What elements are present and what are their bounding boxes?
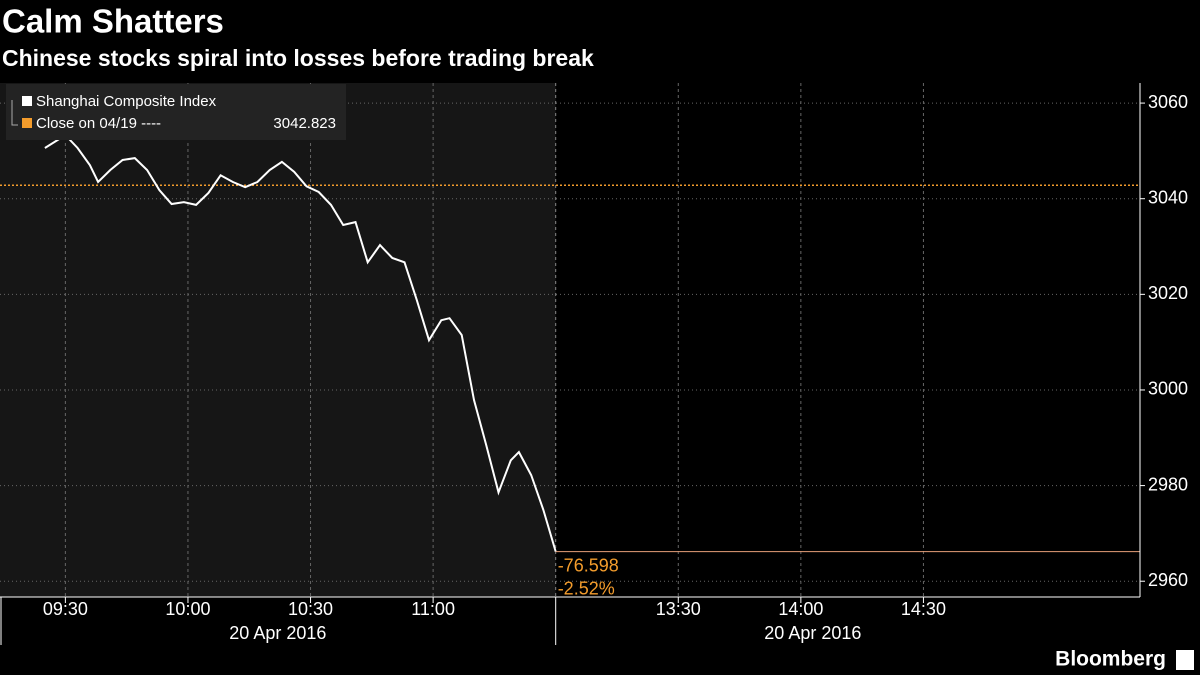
y-tick-label: 2980: [1148, 474, 1188, 494]
legend-connector: [11, 100, 18, 126]
legend-value: 3042.823: [273, 115, 336, 132]
x-tick-label: 13:30: [656, 599, 701, 619]
legend-box: [6, 84, 346, 140]
legend-swatch: [22, 118, 32, 128]
y-tick-label: 3020: [1148, 283, 1188, 303]
session-shade: [0, 83, 556, 597]
x-tick-label: 14:00: [778, 599, 823, 619]
x-tick-label: 11:00: [411, 599, 455, 619]
legend-label: Close on 04/19 ----: [36, 115, 161, 132]
series-line: [44, 133, 557, 552]
annotation: -2.52%: [558, 578, 615, 598]
y-tick-label: 3000: [1148, 379, 1188, 399]
logo-icon: [1176, 650, 1194, 670]
x-date-label: 20 Apr 2016: [229, 623, 326, 643]
chart-title: Calm Shatters: [2, 3, 224, 40]
x-date-label: 20 Apr 2016: [764, 623, 861, 643]
x-tick-label: 10:30: [288, 599, 333, 619]
y-tick-label: 3060: [1148, 92, 1188, 112]
x-tick-label: 10:00: [165, 599, 210, 619]
legend-swatch: [22, 96, 32, 106]
y-tick-label: 3040: [1148, 187, 1188, 207]
annotation: -76.598: [558, 555, 619, 575]
chart-subtitle: Chinese stocks spiral into losses before…: [2, 45, 594, 71]
source-logo: Bloomberg: [1055, 648, 1166, 671]
y-tick-label: 2960: [1148, 570, 1188, 590]
x-tick-label: 09:30: [43, 599, 88, 619]
legend-label: Shanghai Composite Index: [36, 93, 217, 110]
x-tick-label: 14:30: [901, 599, 946, 619]
